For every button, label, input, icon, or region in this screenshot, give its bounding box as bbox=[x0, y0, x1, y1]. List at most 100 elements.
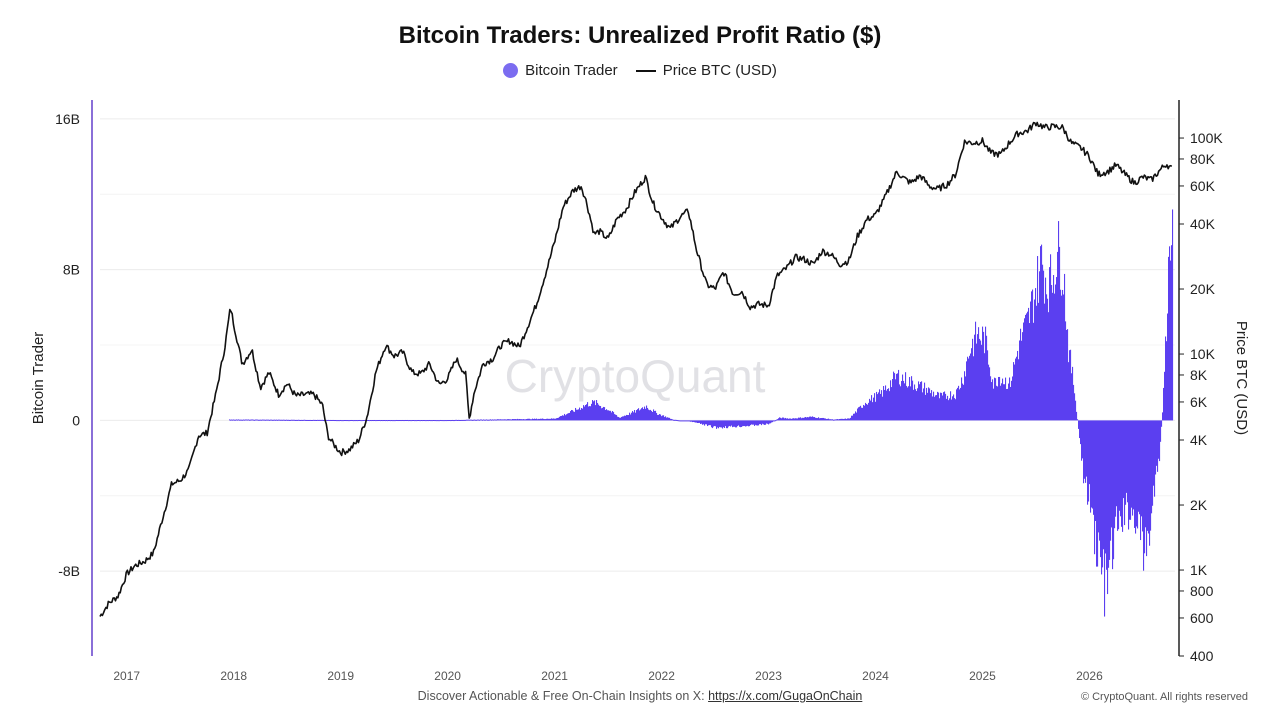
trader-bar bbox=[895, 379, 897, 421]
trader-bar bbox=[1032, 289, 1034, 421]
trader-bar bbox=[1131, 420, 1133, 508]
trader-bar bbox=[1155, 420, 1157, 475]
trader-bar bbox=[1062, 289, 1064, 421]
trader-bar bbox=[970, 353, 972, 421]
trader-bar bbox=[1158, 420, 1160, 459]
trader-bar bbox=[932, 396, 934, 421]
trader-bar bbox=[892, 379, 894, 421]
left-axis-ticks: 16B 8B 0 -8B bbox=[55, 111, 80, 579]
trader-bar bbox=[243, 419, 245, 421]
trader-bar bbox=[654, 410, 656, 421]
trader-bar bbox=[438, 420, 440, 422]
trader-bar bbox=[1138, 420, 1140, 512]
trader-bar bbox=[1073, 384, 1075, 421]
trader-bar bbox=[287, 419, 289, 421]
trader-bar bbox=[956, 389, 958, 421]
trader-bar bbox=[252, 419, 254, 421]
trader-bar bbox=[589, 406, 591, 421]
trader-bar bbox=[730, 420, 732, 427]
trader-bar bbox=[543, 418, 545, 421]
trader-bar bbox=[1083, 420, 1085, 484]
trader-bar bbox=[765, 420, 767, 425]
right-axis-ticks: 100K 80K 60K 40K 20K 10K 8K 6K 4K 2K 1K 800 600 400 bbox=[1179, 130, 1223, 664]
trader-bar bbox=[582, 408, 584, 421]
trader-bar bbox=[941, 392, 943, 421]
trader-bar bbox=[1150, 420, 1152, 531]
trader-bar bbox=[948, 400, 950, 421]
trader-bar bbox=[649, 410, 651, 421]
right-tick-label: 60K bbox=[1190, 178, 1216, 194]
trader-bar bbox=[965, 376, 967, 421]
trader-bar bbox=[987, 350, 989, 421]
trader-bar bbox=[626, 414, 628, 421]
chart-legend: Bitcoin Trader Price BTC (USD) bbox=[0, 62, 1280, 79]
trader-bar bbox=[1060, 289, 1062, 421]
trader-bar bbox=[808, 417, 810, 421]
trader-bar bbox=[1156, 420, 1158, 466]
trader-bar bbox=[695, 420, 697, 423]
trader-bar bbox=[1106, 420, 1108, 570]
footer-link[interactable]: https://x.com/GugaOnChain bbox=[708, 689, 863, 703]
trader-bar bbox=[248, 419, 250, 421]
trader-bar bbox=[636, 410, 638, 421]
trader-bar bbox=[1168, 256, 1170, 421]
trader-bar bbox=[854, 413, 856, 421]
trader-bar bbox=[780, 417, 782, 421]
footer: Discover Actionable & Free On-Chain Insi… bbox=[0, 689, 1280, 703]
trader-bar bbox=[280, 419, 282, 421]
trader-bar bbox=[757, 420, 759, 426]
trader-bar bbox=[900, 386, 902, 421]
trader-bar bbox=[413, 420, 415, 422]
trader-bar bbox=[828, 418, 830, 421]
trader-bar bbox=[485, 419, 487, 421]
trader-bar bbox=[451, 420, 453, 422]
trader-bar bbox=[903, 380, 905, 421]
trader-bar bbox=[405, 419, 407, 421]
trader-bar bbox=[663, 415, 665, 421]
trader-bar bbox=[1036, 305, 1038, 421]
right-tick-label: 10K bbox=[1190, 346, 1216, 362]
trader-bar bbox=[311, 419, 313, 421]
legend-item-bitcoin-trader[interactable]: Bitcoin Trader bbox=[503, 62, 618, 79]
trader-bar bbox=[232, 419, 234, 421]
trader-bar bbox=[630, 414, 632, 421]
trader-bar bbox=[532, 418, 534, 421]
trader-bar bbox=[379, 419, 381, 421]
trader-bar bbox=[710, 420, 712, 426]
trader-bar bbox=[514, 419, 516, 421]
trader-bar bbox=[385, 420, 387, 422]
trader-bar bbox=[518, 419, 520, 421]
trader-bar bbox=[535, 418, 537, 421]
trader-bar bbox=[1137, 420, 1139, 529]
trader-bar bbox=[1045, 277, 1047, 421]
legend-item-price-btc[interactable]: Price BTC (USD) bbox=[635, 62, 777, 79]
trader-bar bbox=[1055, 284, 1057, 421]
trader-bar bbox=[1127, 420, 1129, 503]
trader-bar bbox=[261, 419, 263, 421]
trader-bar bbox=[959, 389, 961, 421]
trader-bar bbox=[628, 415, 630, 421]
x-tick-label: 2022 bbox=[648, 669, 675, 683]
trader-bar bbox=[876, 391, 878, 421]
trader-bar bbox=[591, 403, 593, 421]
trader-bar bbox=[1043, 270, 1045, 421]
trader-bar bbox=[651, 410, 653, 421]
trader-bar bbox=[549, 418, 551, 421]
trader-bar bbox=[586, 404, 588, 421]
trader-bar bbox=[707, 420, 709, 427]
trader-bar bbox=[237, 419, 239, 421]
trader-bar bbox=[1144, 420, 1146, 554]
trader-bar bbox=[934, 396, 936, 421]
trader-bar bbox=[500, 419, 502, 421]
trader-bar bbox=[718, 420, 720, 429]
trader-bar bbox=[1093, 420, 1095, 515]
trader-bar bbox=[648, 409, 650, 421]
trader-bar bbox=[358, 420, 360, 422]
trader-bar bbox=[984, 353, 986, 421]
trader-bar bbox=[954, 398, 956, 421]
trader-bar bbox=[423, 420, 425, 422]
trader-bar bbox=[931, 390, 933, 421]
trader-bar bbox=[938, 392, 940, 421]
trader-bar bbox=[800, 417, 802, 421]
trader-bar bbox=[1107, 420, 1109, 595]
